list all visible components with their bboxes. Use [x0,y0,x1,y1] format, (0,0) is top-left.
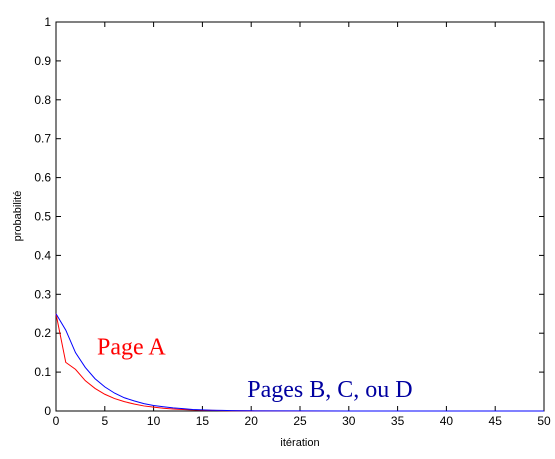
x-tick-label: 10 [147,414,161,428]
plot-area [55,21,545,412]
annotation-label: Pages B, C, ou D [247,377,412,403]
x-tick-label: 45 [489,414,503,428]
x-tick-label: 20 [245,414,259,428]
annotation-label: Page A [97,335,166,361]
x-tick-label: 5 [101,414,108,428]
y-tick-label: 0.3 [34,287,51,301]
x-tick-label: 40 [440,414,454,428]
x-axis-ticks: 0 5 10 15 20 25 30 35 40 45 50 [53,22,551,428]
y-tick-label: 0.9 [34,54,51,68]
series-lines [55,313,544,412]
x-tick-label: 35 [391,414,405,428]
y-tick-label: 1 [44,15,51,29]
y-tick-label: 0.1 [34,365,51,379]
x-axis-label: itération [280,437,319,449]
y-tick-label: 0.7 [34,132,51,146]
y-tick-label: 0.5 [34,210,51,224]
y-tick-label: 0.6 [34,171,51,185]
x-tick-label: 0 [53,414,60,428]
y-tick-label: 0.8 [34,93,51,107]
y-tick-label: 0.2 [34,326,51,340]
x-tick-label: 50 [537,414,551,428]
y-tick-label: 0 [44,404,51,418]
y-tick-label: 0.4 [34,248,51,262]
series-line-1 [55,313,544,412]
y-axis-label: probabilité [12,191,24,242]
y-axis-ticks: 0 0.1 0.2 0.3 0.4 0.5 0.6 0.7 0.8 0.9 1 [34,15,544,418]
x-tick-label: 15 [196,414,210,428]
x-tick-label: 25 [293,414,307,428]
annotations: Page A Pages B, C, ou D [97,335,413,403]
x-tick-label: 30 [342,414,356,428]
